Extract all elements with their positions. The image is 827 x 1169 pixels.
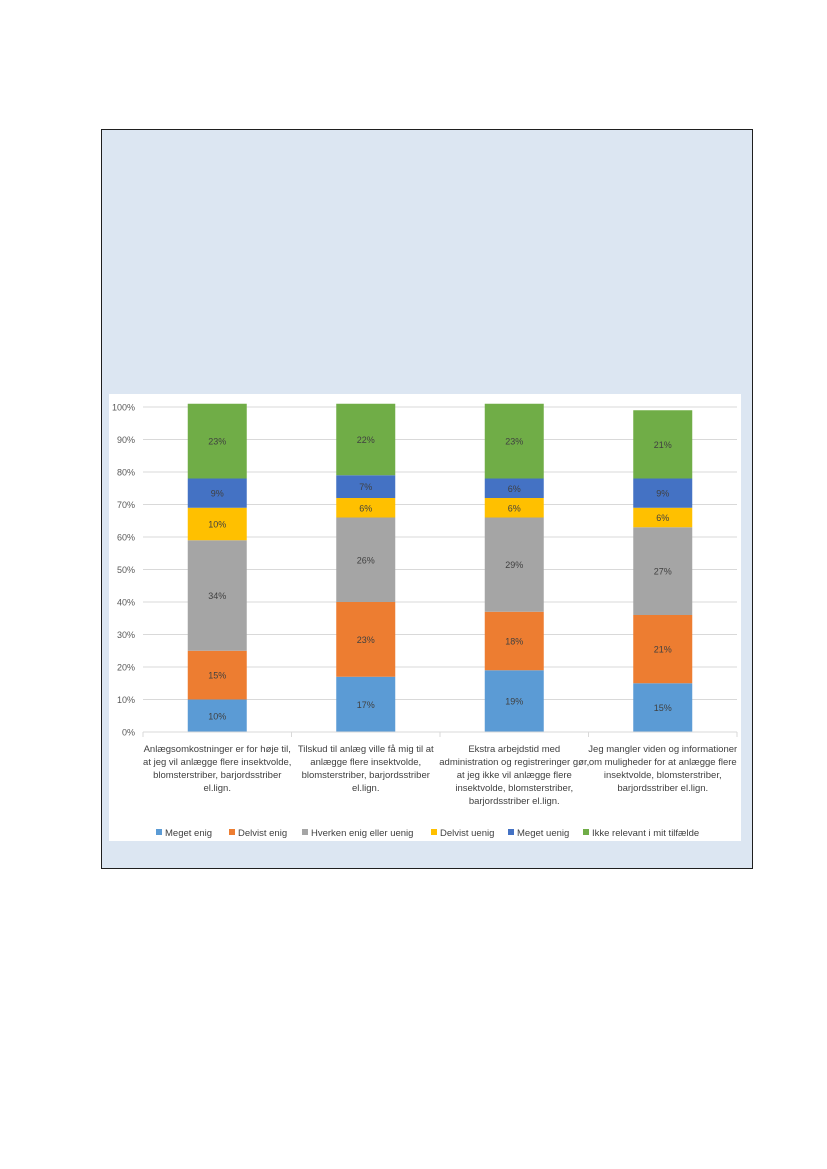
data-label: 15% bbox=[654, 703, 672, 713]
bar-segment bbox=[187, 507, 247, 541]
data-label: 6% bbox=[508, 503, 521, 513]
y-tick-label: 30% bbox=[117, 630, 135, 640]
data-label: 34% bbox=[208, 591, 226, 601]
x-category-label: insektvolde, blomsterstriber, bbox=[455, 783, 573, 794]
y-tick-label: 70% bbox=[117, 500, 135, 510]
bar-segment bbox=[633, 507, 693, 528]
bar-segment bbox=[484, 403, 544, 479]
data-label: 21% bbox=[654, 440, 672, 450]
bar-segment bbox=[187, 478, 247, 508]
x-category-label: barjordsstriber el.lign. bbox=[617, 783, 708, 794]
bar-segment bbox=[336, 403, 396, 476]
y-tick-label: 60% bbox=[117, 533, 135, 543]
bar-segment bbox=[484, 478, 544, 498]
bar-segment bbox=[484, 517, 544, 612]
x-category-label: at jeg ikke vil anlægge flere bbox=[457, 770, 572, 781]
x-category-label: Tilskud til anlæg ville få mig til at bbox=[298, 744, 434, 755]
legend-label: Ikke relevant i mit tilfælde bbox=[592, 828, 699, 839]
data-label: 26% bbox=[357, 555, 375, 565]
data-label: 6% bbox=[656, 513, 669, 523]
data-label: 23% bbox=[208, 437, 226, 447]
data-label: 7% bbox=[359, 482, 372, 492]
y-tick-label: 80% bbox=[117, 468, 135, 478]
legend-swatch bbox=[302, 829, 308, 835]
x-category-label: administration og registreringer gør, bbox=[439, 757, 589, 768]
bar-segment bbox=[336, 602, 396, 677]
bar-segment bbox=[336, 517, 396, 602]
x-category-label: om muligheder for at anlægge flere bbox=[589, 757, 737, 768]
x-category-label: anlægge flere insektvolde, bbox=[310, 757, 421, 768]
data-label: 9% bbox=[211, 489, 224, 499]
legend-label: Meget uenig bbox=[517, 828, 569, 839]
data-label: 15% bbox=[208, 671, 226, 681]
bar-segment bbox=[187, 540, 247, 651]
bar-segment bbox=[336, 676, 396, 732]
data-label: 10% bbox=[208, 520, 226, 530]
data-label: 17% bbox=[357, 700, 375, 710]
data-label: 23% bbox=[357, 635, 375, 645]
legend-swatch bbox=[229, 829, 235, 835]
legend-label: Delvist enig bbox=[238, 828, 287, 839]
data-label: 10% bbox=[208, 711, 226, 721]
bar-segment bbox=[484, 611, 544, 671]
legend-swatch bbox=[583, 829, 589, 835]
bar-segment bbox=[187, 403, 247, 479]
data-label: 23% bbox=[505, 437, 523, 447]
y-tick-label: 10% bbox=[117, 695, 135, 705]
bar-segment bbox=[633, 478, 693, 508]
data-label: 6% bbox=[508, 484, 521, 494]
bar-segment bbox=[484, 670, 544, 732]
legend-label: Delvist uenig bbox=[440, 828, 494, 839]
y-tick-label: 100% bbox=[112, 403, 135, 413]
x-category-label: at jeg vil anlægge flere insektvolde, bbox=[143, 757, 291, 768]
data-label: 6% bbox=[359, 503, 372, 513]
legend-label: Meget enig bbox=[165, 828, 212, 839]
x-category-label: el.lign. bbox=[352, 783, 379, 794]
x-category-label: barjordsstriber el.lign. bbox=[469, 796, 560, 807]
bar-segment bbox=[336, 475, 396, 498]
x-category-label: blomsterstriber, barjordsstriber bbox=[302, 770, 430, 781]
bar-segment bbox=[633, 615, 693, 684]
bar-segment bbox=[633, 410, 693, 479]
data-label: 22% bbox=[357, 435, 375, 445]
data-label: 27% bbox=[654, 567, 672, 577]
legend-swatch bbox=[431, 829, 437, 835]
bar-segment bbox=[187, 699, 247, 732]
y-tick-label: 20% bbox=[117, 663, 135, 673]
data-label: 21% bbox=[654, 645, 672, 655]
bar-segment bbox=[633, 683, 693, 732]
data-label: 18% bbox=[505, 637, 523, 647]
bar-segment bbox=[633, 527, 693, 615]
x-category-label: el.lign. bbox=[204, 783, 231, 794]
bar-segment bbox=[187, 650, 247, 700]
x-category-label: blomsterstriber, barjordsstriber bbox=[153, 770, 281, 781]
y-tick-label: 40% bbox=[117, 598, 135, 608]
y-tick-label: 0% bbox=[122, 728, 135, 738]
legend-swatch bbox=[508, 829, 514, 835]
legend-swatch bbox=[156, 829, 162, 835]
y-tick-label: 90% bbox=[117, 435, 135, 445]
y-tick-label: 50% bbox=[117, 565, 135, 575]
data-label: 9% bbox=[656, 489, 669, 499]
x-category-label: insektvolde, blomsterstriber, bbox=[604, 770, 722, 781]
legend-label: Hverken enig eller uenig bbox=[311, 828, 413, 839]
data-label: 19% bbox=[505, 697, 523, 707]
x-category-label: Jeg mangler viden og informationer bbox=[588, 744, 737, 755]
data-label: 29% bbox=[505, 560, 523, 570]
bar-segment bbox=[336, 498, 396, 518]
bar-segment bbox=[484, 498, 544, 518]
x-category-label: Ekstra arbejdstid med bbox=[468, 744, 560, 755]
x-category-label: Anlægsomkostninger er for høje til, bbox=[144, 744, 291, 755]
